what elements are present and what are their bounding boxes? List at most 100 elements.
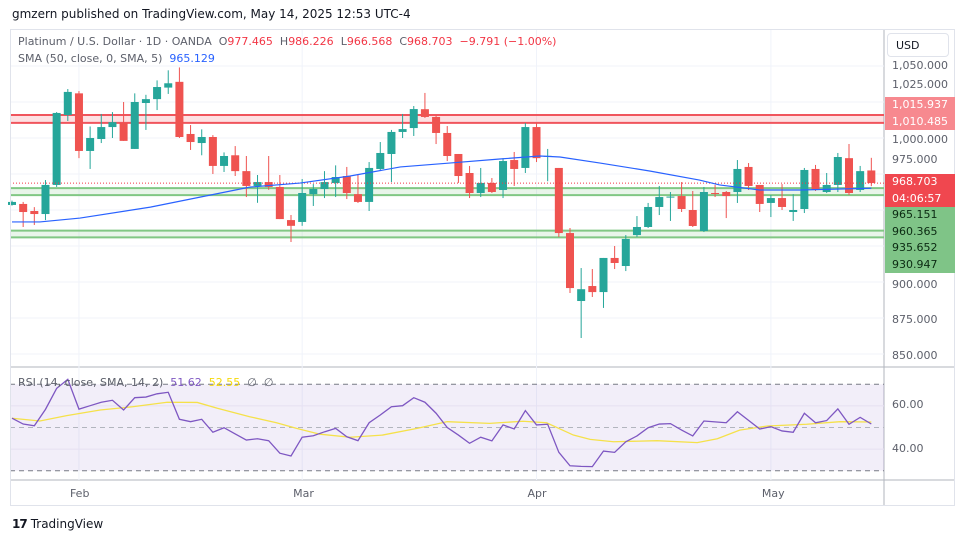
sma-legend[interactable]: SMA (50, close, 0, SMA, 5) 965.129	[18, 52, 215, 65]
candle-body	[186, 133, 195, 143]
candle-body	[141, 99, 150, 104]
tradingview-logo[interactable]: 17 TradingView	[12, 517, 103, 531]
candle-body	[253, 182, 262, 186]
bar-countdown: 04:06:57	[892, 191, 942, 205]
symbol-legend: Platinum / U.S. Dollar · 1D · OANDA O977…	[18, 35, 556, 48]
resistance-label-upper: 1,015.937	[892, 98, 948, 111]
candle-body	[822, 184, 831, 192]
price-tick: 1,000.000	[892, 133, 948, 146]
currency-button[interactable]: USD	[887, 33, 949, 57]
candle-body	[644, 206, 653, 227]
date-label-may: May	[761, 487, 785, 500]
candle-body	[811, 168, 820, 190]
candle-body	[588, 286, 597, 293]
rsi-ma-line	[11, 401, 872, 444]
candle-body	[766, 198, 775, 203]
candle-body	[454, 153, 463, 177]
candle-body	[130, 102, 139, 149]
sma-label: SMA (50, close, 0, SMA, 5)	[18, 52, 163, 65]
support-zone-lower-fill	[10, 230, 884, 238]
candle-body	[666, 196, 675, 198]
support-label: 965.151	[892, 208, 938, 221]
candle-body	[264, 182, 273, 187]
candle-body	[197, 136, 206, 144]
candle-body	[778, 198, 787, 207]
price-tick: 1,050.000	[892, 59, 948, 72]
candle-body	[499, 161, 508, 190]
candle-body	[510, 160, 519, 169]
candle-body	[856, 171, 865, 190]
candle-body	[19, 203, 28, 213]
open-label: O	[218, 35, 228, 48]
candle-body	[711, 193, 720, 195]
rsi-tick: 40.00	[892, 442, 924, 455]
rsi-line	[11, 378, 872, 468]
support-zone-upper-fill	[10, 188, 884, 196]
candle-body	[8, 201, 16, 205]
resistance-zone-fill	[10, 115, 884, 123]
candle-body	[86, 138, 95, 151]
candle-body	[833, 157, 842, 185]
candle-body	[688, 210, 697, 226]
date-label-apr: Apr	[527, 487, 547, 500]
candle-body	[97, 127, 106, 140]
candle-body	[74, 93, 83, 151]
price-tick: 875.000	[892, 313, 938, 326]
candle-body	[655, 197, 664, 207]
candle-body	[532, 127, 541, 159]
candle-body	[175, 81, 184, 137]
rsi-value: 51.62	[170, 376, 202, 389]
candle-body	[722, 192, 731, 197]
date-label-feb: Feb	[69, 487, 90, 500]
candle-body	[164, 83, 173, 88]
candle-body	[376, 152, 385, 169]
rsi-label: RSI (14, close, SMA, 14, 2)	[18, 376, 164, 389]
candle-body	[443, 132, 452, 156]
support-label: 930.947	[892, 257, 938, 271]
rsi-extra-1: ∅	[247, 376, 257, 389]
candle-body	[208, 136, 217, 166]
price-tick: 975.000	[892, 153, 938, 166]
rsi-ma-value: 52.55	[208, 376, 241, 389]
candle-body	[320, 182, 329, 189]
candle-body	[153, 87, 162, 100]
support-label: 960.365	[892, 224, 938, 238]
price-tick: 1,025.000	[892, 78, 948, 91]
sma-value: 965.129	[169, 52, 215, 65]
candle-body	[554, 167, 563, 234]
candle-body	[699, 192, 708, 232]
candle-body	[845, 158, 853, 194]
rsi-legend[interactable]: RSI (14, close, SMA, 14, 2) 51.62 52.55 …	[18, 376, 273, 389]
candle-body	[231, 155, 240, 172]
candle-body	[733, 168, 742, 192]
candle-body	[432, 116, 441, 133]
candle-body	[63, 91, 72, 115]
high-label: H	[279, 35, 289, 48]
open-value: 977.465	[227, 35, 273, 48]
candle-body	[353, 194, 362, 202]
resistance-price-labels: 1,015.937 1,010.485	[885, 97, 955, 130]
candle-body	[632, 226, 641, 236]
support-price-labels: 965.151 960.365 935.652 930.947	[885, 207, 955, 273]
candle-body	[220, 156, 229, 166]
candle-body	[476, 182, 485, 194]
candle-body	[744, 166, 753, 186]
candle-body	[755, 184, 764, 204]
candle-body	[610, 257, 619, 263]
candle-body	[41, 184, 50, 215]
symbol-name[interactable]: Platinum / U.S. Dollar · 1D · OANDA	[18, 35, 212, 48]
low-label: L	[340, 35, 347, 48]
rsi-extra-2: ∅	[263, 376, 274, 389]
candle-body	[409, 109, 418, 129]
candle-body	[577, 289, 586, 302]
candle-body	[566, 233, 574, 289]
candle-body	[119, 123, 128, 141]
candle-body	[331, 177, 340, 184]
close-label: C	[399, 35, 408, 48]
candle-body	[398, 129, 407, 132]
candle-body	[242, 171, 251, 186]
date-label-mar: Mar	[293, 487, 314, 500]
current-price-label: 968.703 04:06:57	[885, 174, 955, 207]
candle-body	[52, 112, 61, 185]
